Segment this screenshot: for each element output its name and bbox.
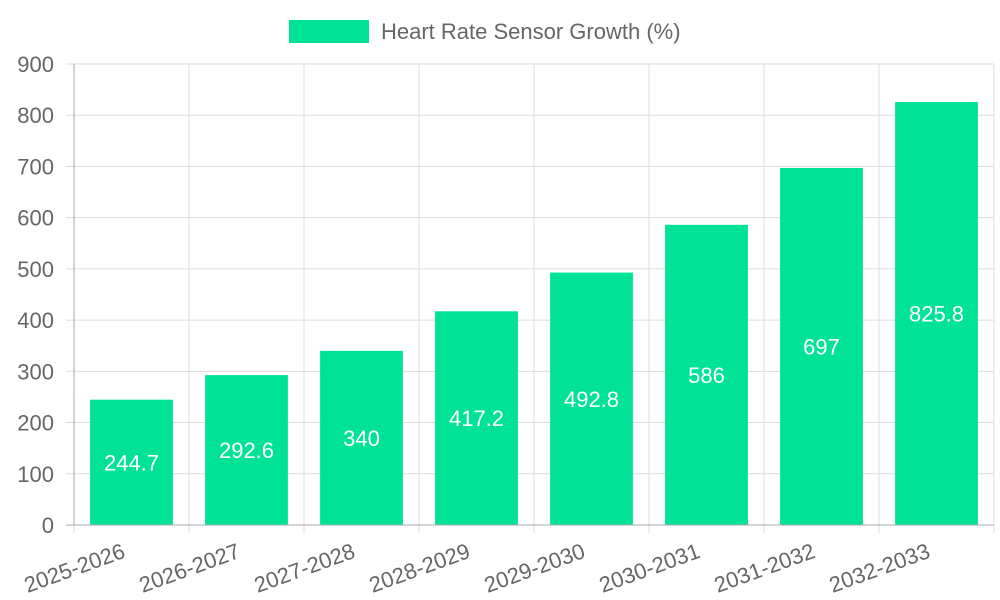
y-tick-label: 600 xyxy=(17,206,54,231)
x-tick-label: 2027-2028 xyxy=(251,538,358,597)
bars xyxy=(90,102,978,526)
x-tick-label: 2029-2030 xyxy=(481,538,588,597)
axes xyxy=(66,64,994,526)
data-label: 244.7 xyxy=(104,450,159,475)
y-tick-label: 200 xyxy=(17,411,54,436)
data-labels: 244.7 292.6 340 417.2 492.8 586 697 825.8 xyxy=(104,302,964,476)
y-tick-label: 300 xyxy=(17,359,54,384)
bar[interactable] xyxy=(435,311,518,525)
x-tick-label: 2032-2033 xyxy=(826,538,933,597)
y-tick-label: 0 xyxy=(42,513,54,538)
y-tick-label: 100 xyxy=(17,462,54,487)
y-tick-label: 900 xyxy=(17,52,54,77)
legend-swatch xyxy=(289,20,369,43)
legend-label: Heart Rate Sensor Growth (%) xyxy=(381,19,681,44)
x-tick-label: 2026-2027 xyxy=(136,538,243,597)
data-label: 340 xyxy=(343,426,380,451)
bar[interactable] xyxy=(550,272,633,525)
data-label: 492.8 xyxy=(564,387,619,412)
bar[interactable] xyxy=(90,399,173,525)
data-label: 825.8 xyxy=(909,302,964,327)
x-tick-label: 2030-2031 xyxy=(596,538,703,597)
bar[interactable] xyxy=(895,102,978,525)
y-tick-label: 700 xyxy=(17,154,54,179)
bar[interactable] xyxy=(780,167,863,525)
data-label: 292.6 xyxy=(219,438,274,463)
x-tick-label: 2028-2029 xyxy=(366,538,473,597)
bar[interactable] xyxy=(320,350,403,525)
legend[interactable]: Heart Rate Sensor Growth (%) xyxy=(289,19,681,44)
x-tick-label: 2025-2026 xyxy=(21,538,128,597)
x-axis-tick-labels: 2025-2026 2026-2027 2027-2028 2028-2029 2029… xyxy=(21,538,933,597)
data-label: 417.2 xyxy=(449,406,504,431)
y-tick-label: 500 xyxy=(17,257,54,282)
y-axis-tick-labels: 0 100 200 300 400 500 600 700 800 900 xyxy=(17,52,54,538)
bar[interactable] xyxy=(665,224,748,526)
data-label: 586 xyxy=(688,363,725,388)
data-label: 697 xyxy=(803,334,840,359)
bar[interactable] xyxy=(205,375,288,525)
y-tick-label: 400 xyxy=(17,308,54,333)
y-tick-label: 800 xyxy=(17,103,54,128)
x-tick-label: 2031-2032 xyxy=(711,538,818,597)
